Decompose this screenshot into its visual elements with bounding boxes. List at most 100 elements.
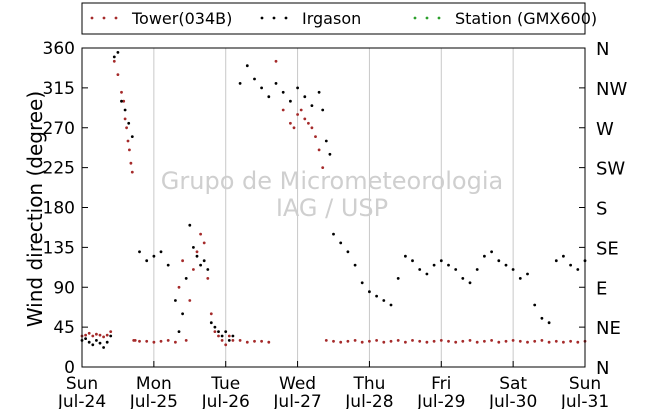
data-point <box>184 339 188 342</box>
legend-marker <box>284 16 288 20</box>
y-cardinal-label: SW <box>596 159 625 180</box>
y-tick-label: 270 <box>43 119 75 139</box>
data-point <box>324 339 328 342</box>
data-point <box>328 152 332 156</box>
data-point <box>245 340 249 344</box>
x-tick-date: Jul-25 <box>129 392 178 409</box>
data-point <box>425 272 429 276</box>
data-point <box>292 126 296 130</box>
data-point <box>418 339 422 343</box>
data-point <box>526 340 529 344</box>
data-point <box>368 339 371 343</box>
data-point <box>123 117 127 121</box>
data-point <box>317 90 321 94</box>
data-point <box>206 268 210 271</box>
data-point <box>98 333 102 337</box>
data-point <box>206 277 210 280</box>
data-point <box>490 250 493 254</box>
y-cardinal-label: E <box>596 278 607 299</box>
data-point <box>95 332 98 336</box>
legend-marker <box>437 16 441 20</box>
data-point <box>199 263 203 267</box>
data-point <box>192 268 195 271</box>
x-tick-date: Jul-31 <box>560 392 609 409</box>
legend-entry-0: Tower(034B) <box>90 9 232 28</box>
x-tick-date: Jul-29 <box>416 392 465 409</box>
legend-marker <box>102 16 106 20</box>
legend-marker <box>114 16 118 20</box>
data-point <box>307 121 310 125</box>
data-point <box>346 250 350 254</box>
data-point <box>404 254 407 258</box>
data-point <box>324 139 328 143</box>
data-point <box>418 268 422 271</box>
data-point <box>116 73 120 76</box>
data-point <box>339 241 343 245</box>
watermark: Grupo de Micrometeorologia IAG / USP <box>161 167 503 222</box>
data-point <box>375 339 378 342</box>
data-point <box>231 339 235 342</box>
data-point <box>314 135 317 139</box>
data-point <box>127 148 131 152</box>
data-point <box>217 330 220 333</box>
data-point <box>105 340 109 344</box>
data-point <box>253 77 256 81</box>
data-point <box>177 330 181 333</box>
data-point <box>339 340 343 344</box>
data-point <box>112 55 116 59</box>
watermark-line-1: Grupo de Micrometeorologia <box>161 167 503 195</box>
y-axis-left: 0 45 90 135 180 225 270 315 360 <box>43 39 585 378</box>
data-point <box>202 241 206 245</box>
legend-marker <box>90 16 94 20</box>
data-point <box>274 59 278 63</box>
data-point <box>569 339 572 343</box>
data-point <box>188 223 192 227</box>
data-point <box>360 281 364 285</box>
data-point <box>518 339 522 343</box>
data-point <box>260 86 263 90</box>
y-tick-label: 0 <box>64 358 75 378</box>
data-point <box>245 64 249 68</box>
y-cardinal-label: W <box>596 119 614 140</box>
data-point <box>91 343 95 347</box>
data-point <box>321 108 325 112</box>
data-point <box>576 268 580 271</box>
data-point <box>267 95 271 99</box>
data-point <box>425 340 429 344</box>
data-point <box>576 340 580 344</box>
data-point <box>87 340 91 344</box>
x-tick-day: Wed <box>279 374 316 394</box>
watermark-line-2: IAG / USP <box>276 194 388 222</box>
data-point <box>188 299 192 302</box>
data-point <box>102 346 105 349</box>
data-point <box>166 339 170 342</box>
y-tick-label: 135 <box>43 238 75 258</box>
data-point <box>267 340 271 344</box>
legend-label: Tower(034B) <box>131 9 232 28</box>
data-point <box>159 250 163 254</box>
data-point <box>260 339 263 343</box>
data-point <box>461 339 465 343</box>
x-tick-day: Sat <box>499 374 527 394</box>
data-point <box>296 86 299 90</box>
data-point <box>199 232 203 236</box>
data-point <box>483 339 486 343</box>
data-point <box>105 333 109 337</box>
y-tick-label: 315 <box>43 79 75 99</box>
y-tick-label: 90 <box>53 278 75 298</box>
data-point <box>299 108 303 112</box>
data-point <box>483 254 486 258</box>
data-point <box>109 334 113 338</box>
data-point <box>389 339 393 343</box>
data-point <box>547 340 551 344</box>
data-point <box>439 339 443 342</box>
data-point <box>504 263 508 267</box>
data-point <box>145 339 149 343</box>
legend-entry-1: Irgason <box>260 9 361 28</box>
data-point <box>289 99 292 103</box>
data-point <box>439 259 443 263</box>
data-point <box>554 259 558 263</box>
data-point <box>166 263 170 267</box>
data-point <box>224 343 228 347</box>
y-cardinal-label: N <box>596 39 609 60</box>
